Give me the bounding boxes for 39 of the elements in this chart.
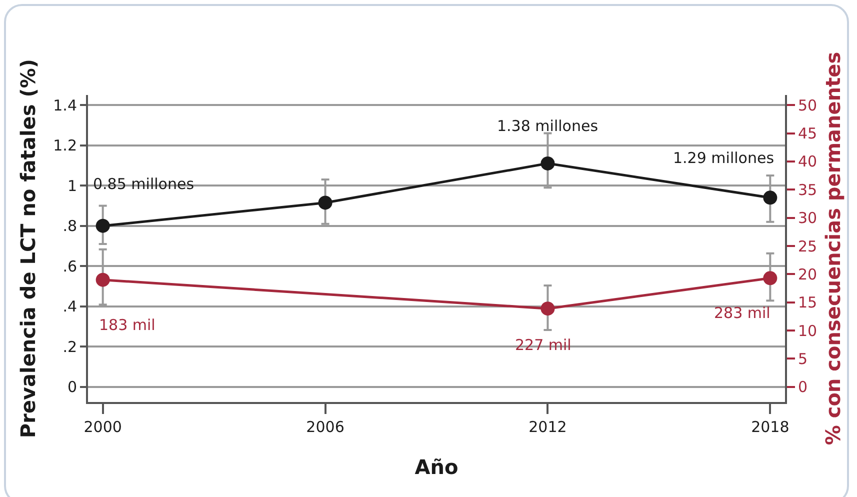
point: [763, 271, 778, 286]
x-tick-label: 2012: [528, 418, 567, 436]
annotation: 0.85 millones: [93, 175, 194, 193]
y2-tick-label: 5: [798, 350, 808, 368]
y2-tick-label: 10: [798, 322, 818, 340]
y-tick-label: .8: [62, 217, 77, 236]
x-tick-label: 2018: [751, 418, 790, 436]
y2-tick-label: 50: [798, 96, 818, 114]
point: [96, 272, 110, 287]
y2-tick-label: 15: [798, 294, 818, 312]
point: [540, 156, 555, 170]
annotation: 183 mil: [99, 316, 156, 334]
annotation: 283 mil: [714, 304, 770, 322]
point: [318, 196, 332, 210]
x-tick-label: 2006: [306, 418, 344, 436]
x-axis-title: Año: [414, 455, 458, 479]
y2-tick-label: 45: [798, 124, 818, 143]
point: [540, 302, 555, 316]
y2-axis-title: % con consecuencias permanentes: [821, 52, 846, 446]
y2-tick-label: 35: [798, 180, 818, 199]
y-axis-title: Prevalencia de LCT no fatales (%): [16, 58, 40, 438]
x-tick-label: 2000: [84, 418, 122, 436]
point: [96, 218, 110, 233]
y-tick-label: 1.4: [53, 96, 77, 114]
y2-tick-label: 40: [798, 152, 818, 171]
y-tick-label: .6: [62, 257, 77, 276]
annotation: 1.38 millones: [497, 117, 598, 135]
annotation: 1.29 millones: [673, 149, 774, 167]
y-tick-label: 1.2: [53, 136, 77, 155]
y2-tick-label: 30: [798, 209, 818, 228]
y-tick-label: .2: [62, 338, 77, 356]
y2-tick-label: 25: [798, 237, 818, 256]
y-tick-label: 0: [67, 378, 77, 396]
y2-tick-label: 0: [798, 378, 808, 396]
y-tick-label: 1: [67, 176, 77, 195]
point: [763, 190, 778, 205]
annotation: 227 mil: [515, 336, 572, 354]
y-tick-label: .4: [62, 298, 77, 316]
y2-tick-label: 20: [798, 265, 818, 284]
